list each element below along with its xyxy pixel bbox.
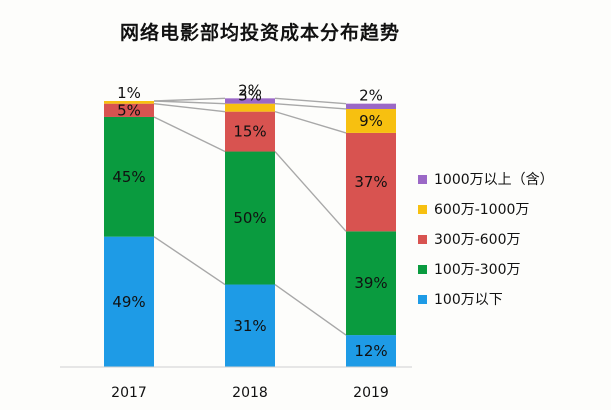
data-label: 9% (359, 112, 383, 130)
legend-swatch (418, 205, 427, 214)
data-label: 5% (117, 101, 141, 119)
bar-segment (346, 108, 396, 133)
legend-swatch (418, 265, 427, 274)
bar-segment (225, 151, 275, 285)
connector-line (153, 102, 226, 113)
connector-line (274, 151, 347, 232)
bar-segment (346, 335, 396, 367)
bar-stack-2018: 31% 50% 15% 3%2% (225, 81, 275, 367)
bar-segment (225, 111, 275, 152)
bar-stack-2019: 12% 39% 37% 9% 2% (346, 87, 396, 367)
bar-segment (225, 103, 275, 112)
x-tick-label: 2018 (232, 385, 268, 401)
data-label: 3% (238, 87, 262, 105)
bar-segment (225, 98, 275, 104)
chart-title: 网络电影部均投资成本分布趋势 (119, 22, 400, 44)
bar-segment (104, 116, 154, 237)
bar-segment (104, 101, 154, 104)
bar-segment (346, 132, 396, 232)
connector-line (153, 97, 226, 102)
legend-swatch (418, 175, 427, 184)
x-tick-label: 2019 (353, 385, 389, 401)
bar-segment (104, 236, 154, 367)
legend-label: 1000万以上（含） (434, 172, 554, 188)
bar-stack-2017: 49% 45% 5%1% (104, 84, 154, 367)
data-label: 31% (233, 317, 266, 335)
legend-label: 300万-600万 (434, 232, 521, 248)
bar-segment (225, 284, 275, 367)
data-label: 39% (354, 274, 387, 292)
x-tick-label: 2017 (111, 385, 147, 401)
legend-swatch (418, 295, 427, 304)
connector-line (153, 236, 226, 286)
connector-line (153, 116, 226, 153)
data-label: 2% (238, 81, 262, 99)
bar-segment (346, 103, 396, 109)
bar-segment (346, 231, 396, 336)
connector-line (153, 100, 226, 105)
connector-line (274, 97, 347, 105)
connector-line (274, 102, 347, 110)
connector-lines (153, 97, 347, 336)
data-label: 2% (359, 87, 383, 105)
data-label: 15% (233, 123, 266, 141)
data-label: 12% (354, 342, 387, 360)
data-label: 45% (112, 168, 145, 186)
data-label: 50% (233, 209, 266, 227)
data-label: 49% (112, 293, 145, 311)
data-label: 37% (354, 173, 387, 191)
legend-label: 100万-300万 (434, 262, 521, 278)
legend-swatch (418, 235, 427, 244)
legend-label: 100万以下 (434, 292, 503, 308)
data-label: 1% (117, 84, 141, 102)
connector-line (274, 283, 347, 336)
bar-segment (104, 103, 154, 117)
legend: 1000万以上（含） 600万-1000万 300万-600万 100万-300万 10… (418, 172, 554, 308)
connector-line (274, 110, 347, 134)
legend-label: 600万-1000万 (434, 202, 529, 218)
